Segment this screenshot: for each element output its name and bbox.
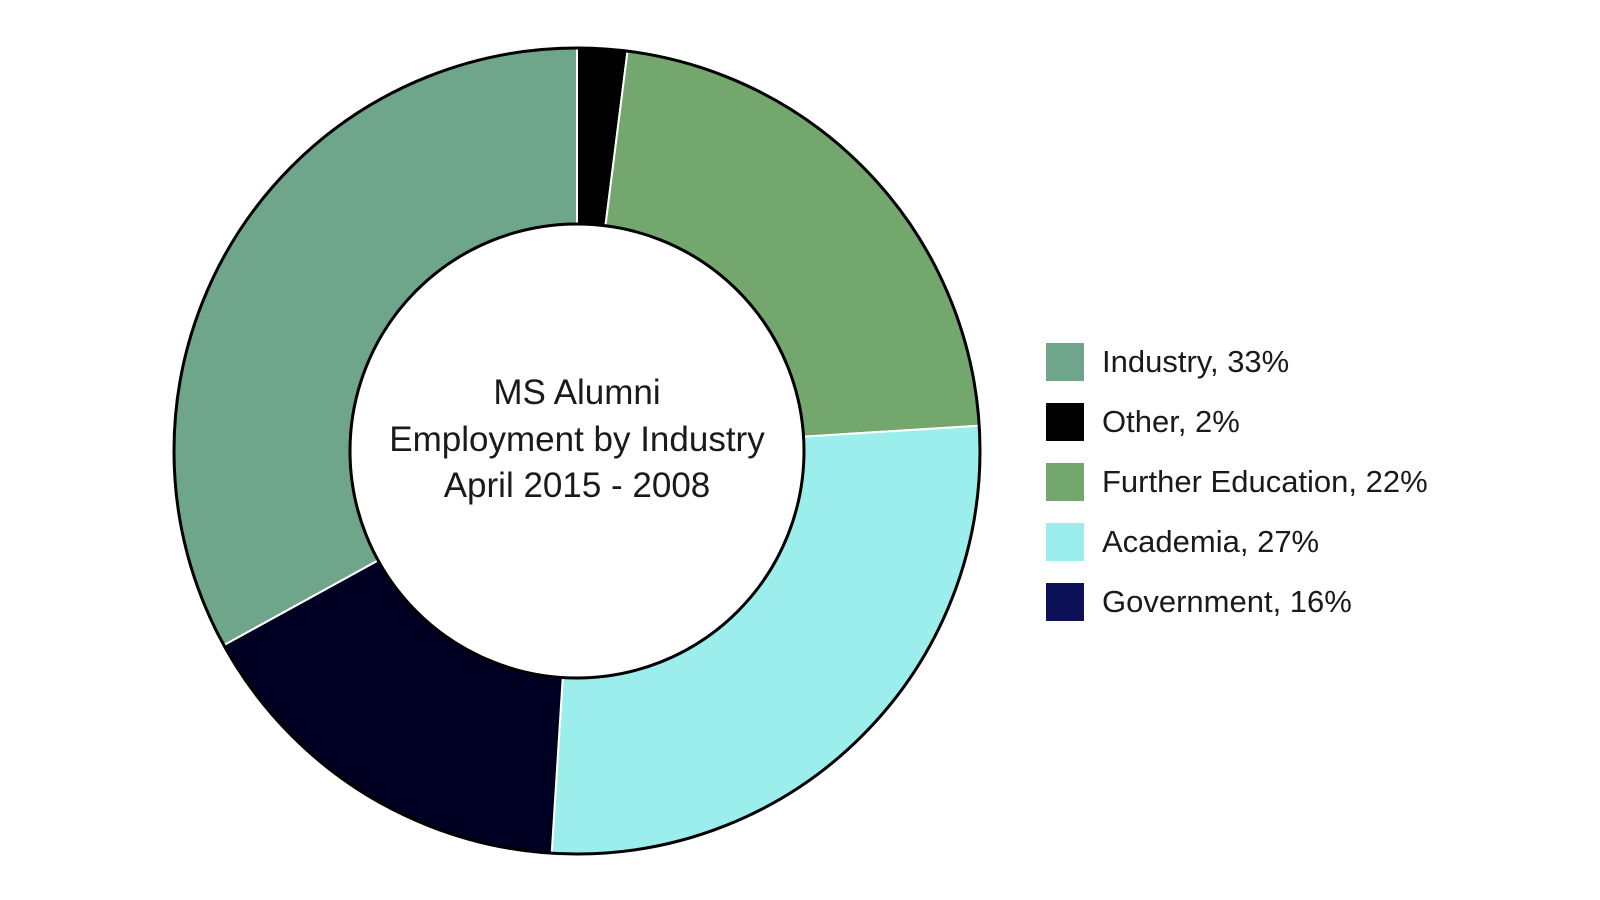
legend-label-government: Government, 16% <box>1102 584 1352 619</box>
chart-title-line-2: Employment by Industry <box>389 420 765 459</box>
legend-item-industry: Industry, 33% <box>1046 343 1289 381</box>
legend-label-academia: Academia, 27% <box>1102 524 1319 559</box>
legend-swatch-government <box>1046 583 1084 621</box>
legend-swatch-other <box>1046 403 1084 441</box>
legend-item-other: Other, 2% <box>1046 403 1240 441</box>
donut-hole <box>348 222 806 680</box>
legend-item-academia: Academia, 27% <box>1046 523 1319 561</box>
legend-swatch-industry <box>1046 343 1084 381</box>
chart-title-line-3: April 2015 - 2008 <box>444 466 711 505</box>
chart-title-line-1: MS Alumni <box>493 373 660 412</box>
legend-label-industry: Industry, 33% <box>1102 344 1289 379</box>
legend-label-other: Other, 2% <box>1102 404 1240 439</box>
legend-label-further-education: Further Education, 22% <box>1102 464 1428 499</box>
donut-outer-ring <box>172 46 982 856</box>
legend-item-government: Government, 16% <box>1046 583 1352 621</box>
legend-swatch-further-education <box>1046 463 1084 501</box>
legend-swatch-academia <box>1046 523 1084 561</box>
legend-item-further-education: Further Education, 22% <box>1046 463 1428 501</box>
chart-legend: Industry, 33% Other, 2% Further Education,… <box>1046 343 1428 621</box>
donut-slices <box>173 46 981 855</box>
